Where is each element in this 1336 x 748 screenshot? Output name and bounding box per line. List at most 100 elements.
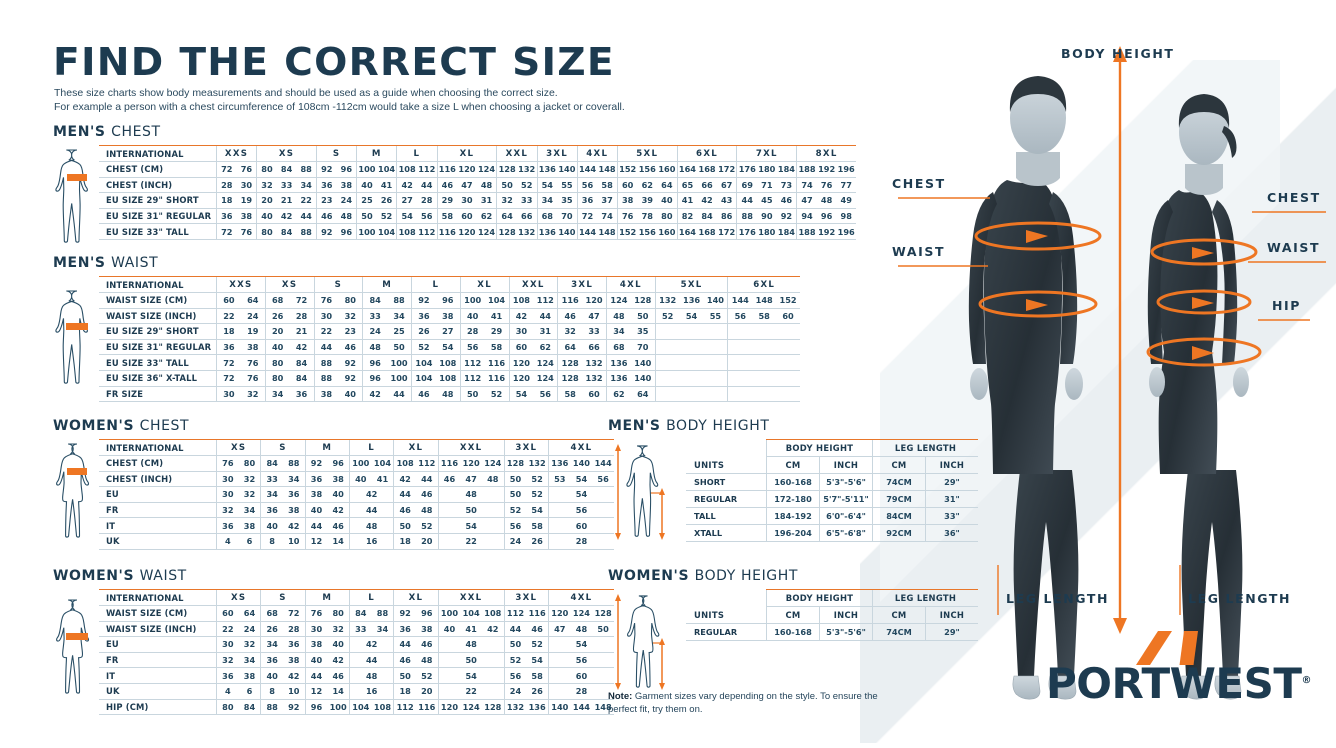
col-header-size: XXL [437, 439, 505, 456]
table-row: CHEST (CM) 72 76 80 84 88 92 96 100 104 108 112 116 1… [99, 161, 856, 178]
table-cell: 65 [676, 177, 698, 194]
table-cell: 116 [415, 699, 439, 716]
table-cell: 48 [570, 621, 593, 638]
table-cell: 76 [816, 177, 837, 194]
table-cell: 84 [348, 605, 372, 622]
measurement-illustration: BODY HEIGHT CHEST WAIST CHEST WAIST HIP … [880, 0, 1336, 743]
table-cell: 104 [484, 292, 509, 309]
table-cell: 12 [304, 533, 328, 550]
table-cell: 31 [533, 323, 558, 340]
table-cell: 56 [547, 652, 614, 669]
row-label: FR SIZE [99, 386, 217, 403]
table-cell: 52 [415, 667, 439, 684]
table-cell: 164 [676, 161, 698, 178]
table-cell: 32 [256, 177, 277, 194]
col-header-measure: INCH [925, 456, 978, 474]
table-cell: 70 [630, 339, 656, 356]
table-cell: 176 [736, 161, 758, 178]
table-cell: 30 [508, 323, 534, 340]
table-cell [654, 370, 728, 387]
table-cell: 33 [348, 621, 372, 638]
table-cell: 56 [459, 339, 485, 356]
table-row: EU 30 32 34 36 38 40 42 44 46 48 50 52 54 [99, 486, 614, 503]
table-cell: 42 [362, 386, 388, 403]
col-header-measure: CM [872, 606, 926, 624]
table-cell: 160 [657, 223, 678, 240]
table-cell: 52 [526, 636, 549, 653]
table-cell: 120 [457, 223, 477, 240]
table-cell: 176 [736, 223, 758, 240]
table-cell: 42 [289, 339, 314, 356]
table-cell: 112 [393, 699, 416, 716]
table-cell: 45 [757, 192, 777, 209]
table-cell: 52 [484, 386, 509, 403]
row-label: IT [99, 517, 217, 534]
table-cell: 188 [796, 223, 817, 240]
table-cell: 54 [435, 339, 461, 356]
table-cell: 128 [496, 223, 517, 240]
group-header: BODY HEIGHT [766, 439, 873, 457]
table-cell: 160-168 [766, 623, 820, 641]
table-cell: 5'3"-5'6" [819, 623, 873, 641]
table-cell: 132 [582, 354, 607, 371]
table-cell: 58 [484, 339, 509, 356]
table-cell: 54 [536, 177, 558, 194]
table-cell: 14 [327, 533, 350, 550]
table-cell [654, 339, 728, 356]
table-cell: 14 [327, 683, 350, 700]
row-label: TALL [686, 507, 767, 525]
section-mens-waist: MEN'S WAIST INTERNATIONAL XXS XS S M L XL XXL 3… [53, 255, 800, 403]
table-cell: 62 [637, 177, 658, 194]
table-cell: 42 [508, 308, 534, 325]
col-header-size: XXS [215, 145, 257, 162]
table-cell: 56 [576, 177, 598, 194]
table-cell: 62 [476, 208, 497, 225]
table-cell [727, 354, 800, 371]
table-cell: 37 [597, 192, 618, 209]
table-cell: 38 [313, 386, 339, 403]
table-cell: 48 [415, 502, 439, 519]
table-cell: 124 [481, 455, 505, 472]
table-row: EU SIZE 29" SHORT 18 19 20 21 22 23 24 25 26 27 28 2… [99, 192, 856, 209]
table-cell: 88 [260, 699, 283, 716]
table-cell: 30 [215, 636, 239, 653]
table-cell: 32 [327, 621, 350, 638]
table-cell: 40 [356, 177, 377, 194]
row-label: IT [99, 667, 217, 684]
table-cell: 76 [236, 161, 257, 178]
table-cell: 54 [437, 517, 505, 534]
table-cell: 40 [327, 486, 350, 503]
table-cell: 164 [676, 223, 698, 240]
table-cell [727, 323, 800, 340]
col-header-size: 4XL [547, 439, 614, 456]
table-cell: 140 [557, 161, 578, 178]
table-cell: 47 [457, 177, 477, 194]
col-header-size: XL [436, 145, 497, 162]
table-cell: 92CM [872, 524, 926, 542]
table-cell: 48 [435, 386, 461, 403]
table-cell: 4 [215, 683, 239, 700]
table-cell: 132 [503, 699, 527, 716]
table-cell: 42 [396, 177, 417, 194]
table-cell: 5'7"-5'11" [819, 490, 873, 508]
table-row: FR SIZE 30 32 34 36 38 40 42 44 46 48 50 52 54 56 58 60 6… [99, 386, 800, 403]
label-leg-length-right: LEG LENGTH [1188, 591, 1292, 606]
table-cell: 104 [410, 370, 436, 387]
table-cell: 136 [679, 292, 704, 309]
table-cell: 34 [387, 308, 412, 325]
table-cell: 26 [376, 192, 397, 209]
table-row: HIP (CM) 80 84 88 92 96 100 104 108 112 116 120 124 1… [99, 699, 614, 716]
table-cell: 44 [416, 177, 438, 194]
table-cell: 48 [605, 308, 631, 325]
col-header-international: INTERNATIONAL [99, 276, 217, 293]
table-cell: 80 [264, 354, 290, 371]
table-cell: 54 [437, 667, 505, 684]
table-cell: 22 [215, 621, 239, 638]
table-cell: 77 [836, 177, 856, 194]
table-cell: 52 [654, 308, 680, 325]
table-cell: 36 [215, 208, 237, 225]
table-cell [654, 323, 728, 340]
table-cell: 120 [547, 605, 571, 622]
table-row: CHEST (INCH) 28 30 32 33 34 36 38 40 41 42 44 46 47 48… [99, 177, 856, 194]
table-cell: 34 [260, 486, 283, 503]
